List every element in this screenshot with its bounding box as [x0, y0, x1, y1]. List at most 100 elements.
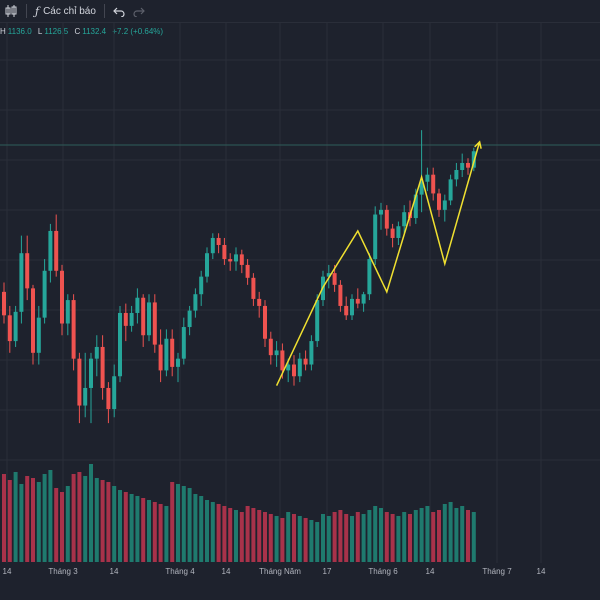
- high-value: 1136.0: [7, 27, 32, 36]
- volume-bar: [419, 508, 424, 562]
- candle-body: [181, 327, 186, 359]
- candle-body: [460, 162, 465, 170]
- candle-body: [19, 253, 24, 312]
- candle-body: [158, 344, 163, 371]
- volume-bar: [425, 506, 430, 562]
- top-toolbar: ƒ Các chỉ báo: [0, 0, 600, 23]
- x-tick-label: 14: [425, 567, 435, 576]
- candle-body: [234, 254, 238, 262]
- candle-body: [170, 338, 175, 367]
- volume-bar: [373, 506, 378, 562]
- candle-body: [71, 300, 76, 359]
- candle-body: [268, 338, 273, 356]
- candle-body: [297, 358, 302, 377]
- candle-body: [42, 270, 47, 318]
- volume-bar: [106, 482, 111, 562]
- volume-bar: [199, 496, 204, 562]
- candle-body: [2, 291, 6, 316]
- candle-body: [60, 270, 64, 324]
- volume-bar: [390, 514, 395, 562]
- volume-bar: [442, 504, 447, 562]
- volume-bar: [384, 512, 389, 562]
- volume-bar: [379, 508, 383, 562]
- x-tick-label: 14: [109, 567, 119, 576]
- volume-bar: [31, 478, 35, 562]
- pattern-arrow-head: [474, 140, 482, 149]
- candle-body: [7, 315, 12, 342]
- volume-bar: [147, 500, 151, 562]
- volume-bar: [77, 472, 82, 562]
- x-tick-label: 14: [221, 567, 231, 576]
- volume-bar: [222, 506, 227, 562]
- x-tick-label: Tháng 7: [482, 567, 512, 576]
- volume-bar: [19, 484, 24, 562]
- volume-bar: [402, 512, 407, 562]
- candle-body: [222, 245, 227, 260]
- volume-bar: [65, 486, 70, 562]
- volume-bar: [239, 512, 244, 562]
- candle-body: [129, 312, 134, 326]
- volume-bar: [205, 500, 209, 562]
- volume-bar: [332, 512, 337, 562]
- volume-bar: [210, 502, 215, 562]
- volume-bar: [344, 514, 349, 562]
- x-tick-label: Tháng 4: [165, 567, 195, 576]
- candle-body: [106, 387, 111, 410]
- redo-icon[interactable]: [129, 0, 149, 22]
- candlestick-style-icon[interactable]: [0, 0, 22, 22]
- candle-body: [315, 300, 320, 342]
- candle-body: [361, 294, 366, 304]
- volume-bar: [257, 510, 262, 562]
- change-value: +7.2 (+0.64%): [112, 27, 164, 36]
- volume-bar: [100, 480, 105, 562]
- candle-body: [94, 346, 99, 359]
- volume-bar: [396, 516, 401, 562]
- candle-body: [454, 170, 459, 180]
- volume-bar: [13, 472, 18, 562]
- volume-bar: [326, 516, 331, 562]
- volume-bar: [164, 506, 169, 562]
- candle-body: [205, 253, 209, 277]
- candle-body: [83, 387, 88, 406]
- indicators-button[interactable]: ƒ Các chỉ báo: [31, 0, 100, 22]
- close-value: 1132.4: [82, 27, 107, 36]
- candle-body: [390, 228, 395, 238]
- volume-bar: [135, 496, 140, 562]
- volume-bar: [71, 474, 76, 562]
- candle-body: [251, 277, 256, 299]
- undo-icon[interactable]: [109, 0, 129, 22]
- volume-bar: [176, 484, 180, 562]
- indicators-label: Các chỉ báo: [43, 5, 96, 17]
- candle-body: [216, 237, 221, 245]
- volume-bar: [315, 522, 320, 562]
- candle-body: [36, 317, 41, 353]
- candle-body: [176, 358, 180, 367]
- candle-body: [373, 214, 378, 260]
- candle-body: [54, 230, 59, 271]
- candle-body: [141, 297, 146, 336]
- candle-body: [413, 194, 418, 219]
- candle-body: [239, 254, 244, 265]
- candle-body: [263, 305, 267, 339]
- candle-body: [118, 312, 122, 377]
- low-value: 1126.5: [44, 27, 69, 36]
- volume-bar: [228, 508, 233, 562]
- volume-bar: [158, 504, 163, 562]
- volume-bar: [350, 516, 354, 562]
- volume-bar: [118, 490, 122, 562]
- volume-bar: [193, 494, 198, 562]
- candle-body: [257, 298, 262, 306]
- x-tick-label: 14: [2, 567, 12, 576]
- volume-bar: [83, 476, 88, 562]
- volume-bar: [413, 510, 418, 562]
- pattern-line: [275, 141, 481, 386]
- volume-bar: [408, 514, 412, 562]
- volume-bar: [297, 516, 302, 562]
- candle-body: [344, 305, 349, 316]
- candle-body: [135, 297, 140, 313]
- candle-body: [228, 259, 233, 262]
- price-chart[interactable]: [0, 22, 600, 563]
- candle-body: [112, 376, 117, 410]
- candle-body: [286, 364, 291, 371]
- candle-body: [350, 298, 354, 316]
